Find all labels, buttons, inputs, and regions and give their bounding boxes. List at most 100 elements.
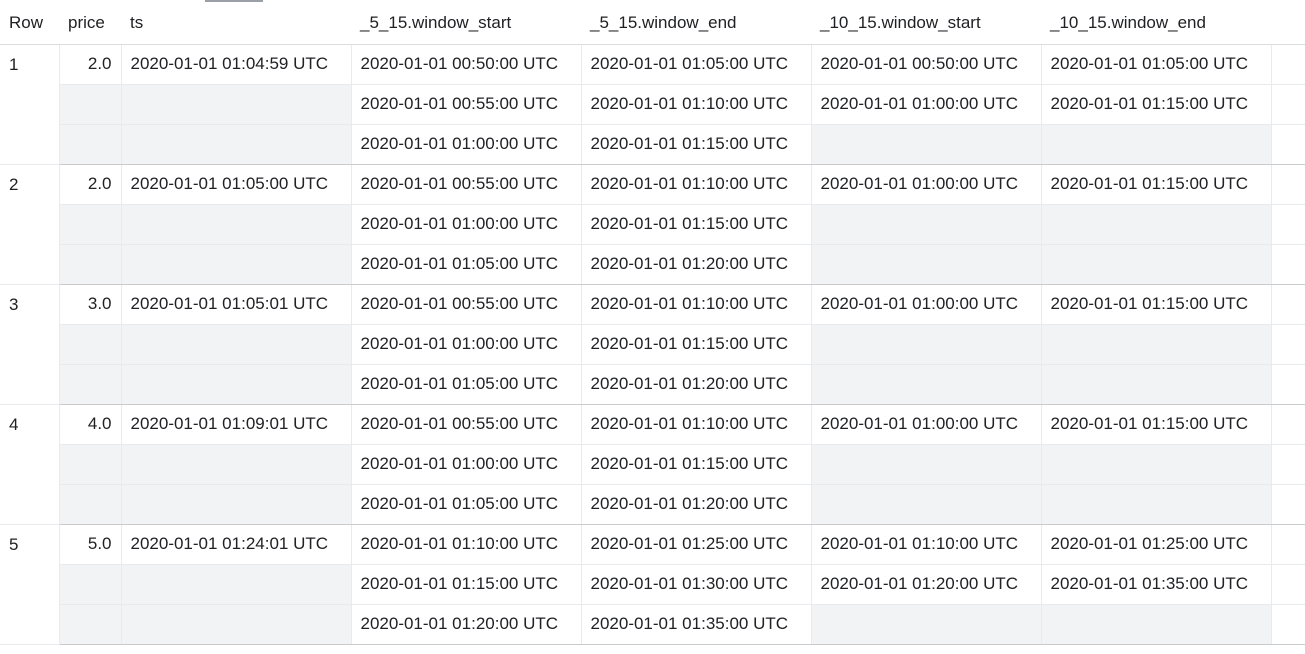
- ts-cell[interactable]: 2020-01-01 01:09:01 UTC: [121, 404, 352, 445]
- row-spacer-cell: [1271, 404, 1305, 445]
- empty-cell: [811, 204, 1042, 245]
- row-number-cell: 5: [0, 524, 60, 645]
- ts-cell[interactable]: 2020-01-01 01:04:59 UTC: [121, 44, 352, 85]
- row-spacer-cell: [1271, 564, 1305, 605]
- price-cell[interactable]: 5.0: [59, 524, 122, 565]
- empty-cell: [121, 564, 352, 605]
- empty-cell: [1041, 444, 1272, 485]
- ts-cell[interactable]: 2020-01-01 01:05:00 UTC: [121, 164, 352, 205]
- window-10-15-end-cell[interactable]: 2020-01-01 01:05:00 UTC: [1041, 44, 1272, 85]
- table-row: 2020-01-01 01:05:00 UTC 2020-01-01 01:20:…: [0, 244, 1305, 285]
- window-5-15-start-cell[interactable]: 2020-01-01 01:05:00 UTC: [351, 484, 582, 525]
- window-5-15-end-cell[interactable]: 2020-01-01 01:15:00 UTC: [581, 444, 812, 485]
- window-10-15-end-cell[interactable]: 2020-01-01 01:15:00 UTC: [1041, 284, 1272, 325]
- price-cell[interactable]: 4.0: [59, 404, 122, 445]
- table-row: 2020-01-01 00:55:00 UTC 2020-01-01 01:10:…: [0, 84, 1305, 125]
- column-header-row-number[interactable]: Row: [0, 4, 59, 45]
- column-header-price[interactable]: price: [59, 4, 121, 45]
- empty-cell: [59, 244, 122, 285]
- window-5-15-start-cell[interactable]: 2020-01-01 01:05:00 UTC: [351, 244, 582, 285]
- table-body: 1 2.0 2020-01-01 01:04:59 UTC 2020-01-01 00…: [0, 44, 1305, 645]
- empty-cell: [811, 364, 1042, 405]
- empty-cell: [59, 364, 122, 405]
- row-spacer-cell: [1271, 604, 1305, 645]
- window-5-15-start-cell[interactable]: 2020-01-01 00:50:00 UTC: [351, 44, 582, 85]
- window-10-15-start-cell[interactable]: 2020-01-01 01:00:00 UTC: [811, 404, 1042, 445]
- empty-cell: [121, 484, 352, 525]
- window-5-15-start-cell[interactable]: 2020-01-01 00:55:00 UTC: [351, 284, 582, 325]
- window-5-15-start-cell[interactable]: 2020-01-01 00:55:00 UTC: [351, 84, 582, 125]
- empty-cell: [59, 564, 122, 605]
- row-number-cell: 1: [0, 44, 60, 165]
- window-5-15-end-cell[interactable]: 2020-01-01 01:05:00 UTC: [581, 44, 812, 85]
- row-spacer-cell: [1271, 84, 1305, 125]
- price-cell[interactable]: 2.0: [59, 164, 122, 205]
- column-header-ts[interactable]: ts: [121, 4, 351, 45]
- column-header-5-15-window-start[interactable]: _5_15.window_start: [351, 4, 581, 45]
- window-5-15-end-cell[interactable]: 2020-01-01 01:10:00 UTC: [581, 164, 812, 205]
- window-10-15-end-cell[interactable]: 2020-01-01 01:25:00 UTC: [1041, 524, 1272, 565]
- table-row: 2020-01-01 01:05:00 UTC 2020-01-01 01:20:…: [0, 364, 1305, 405]
- empty-cell: [59, 124, 122, 165]
- window-5-15-end-cell[interactable]: 2020-01-01 01:20:00 UTC: [581, 364, 812, 405]
- price-cell[interactable]: 3.0: [59, 284, 122, 325]
- window-5-15-end-cell[interactable]: 2020-01-01 01:20:00 UTC: [581, 244, 812, 285]
- window-5-15-end-cell[interactable]: 2020-01-01 01:20:00 UTC: [581, 484, 812, 525]
- empty-cell: [1041, 604, 1272, 645]
- row-spacer-cell: [1271, 324, 1305, 365]
- window-10-15-end-cell[interactable]: 2020-01-01 01:15:00 UTC: [1041, 164, 1272, 205]
- window-10-15-end-cell[interactable]: 2020-01-01 01:15:00 UTC: [1041, 84, 1272, 125]
- price-cell[interactable]: 2.0: [59, 44, 122, 85]
- window-5-15-end-cell[interactable]: 2020-01-01 01:15:00 UTC: [581, 204, 812, 245]
- window-5-15-start-cell[interactable]: 2020-01-01 00:55:00 UTC: [351, 164, 582, 205]
- row-spacer-cell: [1271, 204, 1305, 245]
- window-10-15-start-cell[interactable]: 2020-01-01 01:00:00 UTC: [811, 164, 1042, 205]
- row-spacer-cell: [1271, 444, 1305, 485]
- table-row: 2020-01-01 01:00:00 UTC 2020-01-01 01:15:…: [0, 444, 1305, 485]
- empty-cell: [121, 124, 352, 165]
- window-5-15-start-cell[interactable]: 2020-01-01 01:00:00 UTC: [351, 124, 582, 165]
- row-spacer-cell: [1271, 244, 1305, 285]
- column-header-5-15-window-end[interactable]: _5_15.window_end: [581, 4, 811, 45]
- window-10-15-start-cell[interactable]: 2020-01-01 01:00:00 UTC: [811, 84, 1042, 125]
- row-number-cell: 3: [0, 284, 60, 405]
- empty-cell: [811, 124, 1042, 165]
- window-5-15-end-cell[interactable]: 2020-01-01 01:10:00 UTC: [581, 404, 812, 445]
- window-5-15-end-cell[interactable]: 2020-01-01 01:10:00 UTC: [581, 284, 812, 325]
- window-10-15-start-cell[interactable]: 2020-01-01 01:20:00 UTC: [811, 564, 1042, 605]
- window-5-15-end-cell[interactable]: 2020-01-01 01:25:00 UTC: [581, 524, 812, 565]
- empty-cell: [811, 244, 1042, 285]
- window-5-15-start-cell[interactable]: 2020-01-01 01:00:00 UTC: [351, 204, 582, 245]
- window-10-15-end-cell[interactable]: 2020-01-01 01:15:00 UTC: [1041, 404, 1272, 445]
- table-row: 2 2.0 2020-01-01 01:05:00 UTC 2020-01-01 00…: [0, 164, 1305, 285]
- table-row: 2020-01-01 01:05:00 UTC 2020-01-01 01:20:…: [0, 484, 1305, 525]
- window-5-15-end-cell[interactable]: 2020-01-01 01:35:00 UTC: [581, 604, 812, 645]
- window-10-15-end-cell[interactable]: 2020-01-01 01:35:00 UTC: [1041, 564, 1272, 605]
- window-5-15-start-cell[interactable]: 2020-01-01 01:00:00 UTC: [351, 324, 582, 365]
- window-5-15-end-cell[interactable]: 2020-01-01 01:15:00 UTC: [581, 324, 812, 365]
- window-10-15-start-cell[interactable]: 2020-01-01 01:10:00 UTC: [811, 524, 1042, 565]
- window-5-15-end-cell[interactable]: 2020-01-01 01:10:00 UTC: [581, 84, 812, 125]
- column-header-10-15-window-end[interactable]: _10_15.window_end: [1041, 4, 1271, 45]
- window-5-15-start-cell[interactable]: 2020-01-01 01:10:00 UTC: [351, 524, 582, 565]
- table-row: 5 5.0 2020-01-01 01:24:01 UTC 2020-01-01 01…: [0, 524, 1305, 645]
- window-5-15-start-cell[interactable]: 2020-01-01 00:55:00 UTC: [351, 404, 582, 445]
- empty-cell: [1041, 484, 1272, 525]
- window-5-15-start-cell[interactable]: 2020-01-01 01:20:00 UTC: [351, 604, 582, 645]
- empty-cell: [121, 84, 352, 125]
- window-5-15-start-cell[interactable]: 2020-01-01 01:15:00 UTC: [351, 564, 582, 605]
- ts-cell[interactable]: 2020-01-01 01:24:01 UTC: [121, 524, 352, 565]
- column-header-10-15-window-start[interactable]: _10_15.window_start: [811, 4, 1041, 45]
- table-row: 1 2.0 2020-01-01 01:04:59 UTC 2020-01-01 00…: [0, 44, 1305, 165]
- empty-cell: [59, 324, 122, 365]
- window-5-15-end-cell[interactable]: 2020-01-01 01:15:00 UTC: [581, 124, 812, 165]
- window-5-15-start-cell[interactable]: 2020-01-01 01:05:00 UTC: [351, 364, 582, 405]
- window-10-15-start-cell[interactable]: 2020-01-01 01:00:00 UTC: [811, 284, 1042, 325]
- empty-cell: [121, 364, 352, 405]
- ts-cell[interactable]: 2020-01-01 01:05:01 UTC: [121, 284, 352, 325]
- row-spacer-cell: [1271, 44, 1305, 85]
- empty-cell: [811, 484, 1042, 525]
- window-5-15-start-cell[interactable]: 2020-01-01 01:00:00 UTC: [351, 444, 582, 485]
- window-5-15-end-cell[interactable]: 2020-01-01 01:30:00 UTC: [581, 564, 812, 605]
- window-10-15-start-cell[interactable]: 2020-01-01 00:50:00 UTC: [811, 44, 1042, 85]
